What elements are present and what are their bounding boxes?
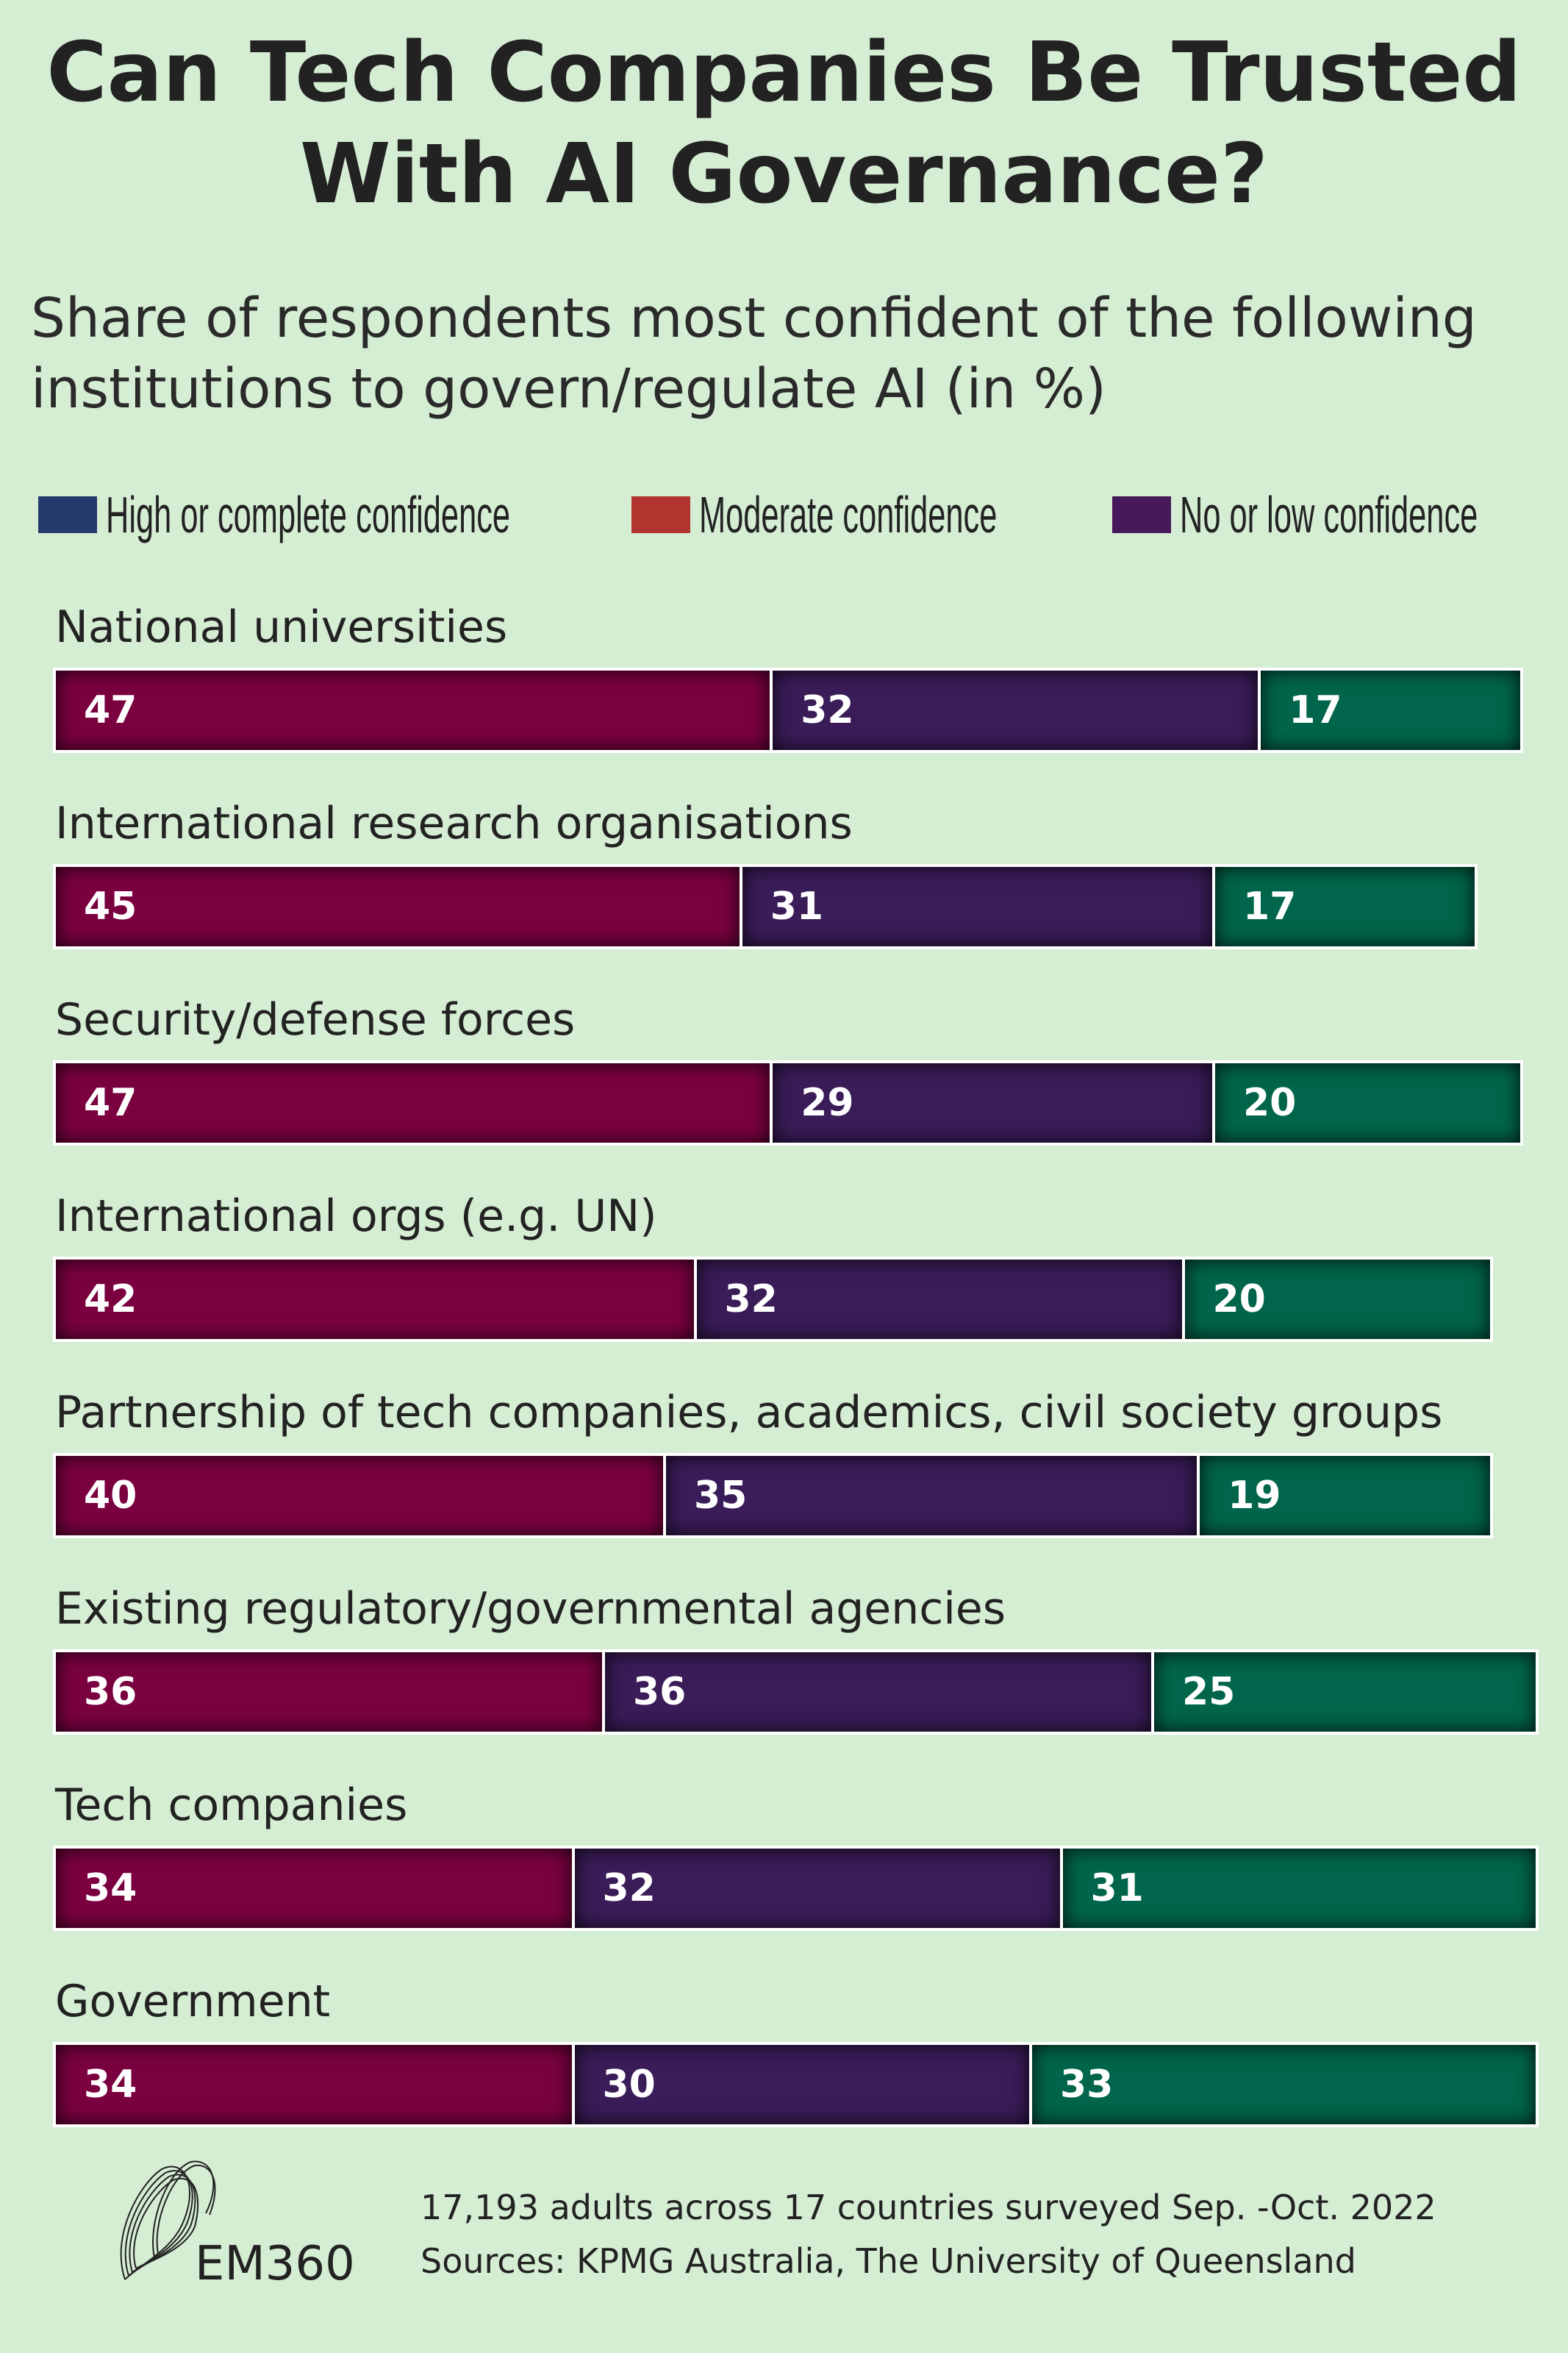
legend-swatch <box>38 496 97 533</box>
category-label: Existing regulatory/governmental agencie… <box>55 1583 1006 1635</box>
data-label: 36 <box>633 1670 687 1714</box>
bar-segment: 30 <box>574 2045 1029 2124</box>
bar-segment: 20 <box>1184 1260 1490 1339</box>
data-label: 20 <box>1212 1277 1266 1321</box>
data-label: 35 <box>694 1474 748 1518</box>
sources-note: Sources: KPMG Australia, The University … <box>420 2241 1356 2281</box>
data-label: 20 <box>1243 1081 1297 1125</box>
data-label: 30 <box>602 2063 656 2107</box>
bar-segment: 34 <box>56 2045 572 2124</box>
data-label: 42 <box>84 1277 137 1321</box>
stacked-bar: 47 32 17 <box>53 668 1523 753</box>
stacked-bar: 34 32 31 <box>53 1846 1539 1931</box>
category-label: Tech companies <box>55 1779 408 1831</box>
legend-label: High or complete confidence <box>106 486 511 543</box>
em360-logo: EM360 <box>110 2154 375 2304</box>
logo-text: EM360 <box>195 2237 355 2291</box>
data-label: 47 <box>84 1081 137 1125</box>
bar-segment: 17 <box>1215 867 1475 946</box>
category-label: International research organisations <box>55 798 853 849</box>
data-label: 32 <box>602 1866 656 1910</box>
legend-label: Moderate confidence <box>699 486 998 543</box>
stacked-bar: 42 32 20 <box>53 1257 1493 1342</box>
stacked-bar: 45 31 17 <box>53 864 1478 949</box>
bar-segment: 17 <box>1261 671 1520 750</box>
legend-item-low: No or low confidence <box>1111 485 1492 544</box>
bar-segment: 36 <box>605 1652 1151 1732</box>
data-label: 33 <box>1060 2063 1114 2107</box>
bar-segment: 47 <box>56 1063 770 1143</box>
bar-segment: 33 <box>1032 2045 1536 2124</box>
bar-segment: 20 <box>1215 1063 1520 1143</box>
bar-segment: 40 <box>56 1456 663 1535</box>
bar-segment: 34 <box>56 1849 572 1928</box>
bar-segment: 32 <box>574 1849 1060 1928</box>
legend-label: No or low confidence <box>1179 486 1478 543</box>
category-label: Government <box>55 1976 331 2027</box>
bar-segment: 25 <box>1154 1652 1536 1732</box>
bar-segment: 19 <box>1200 1456 1490 1535</box>
data-label: 17 <box>1289 688 1342 732</box>
bar-segment: 29 <box>773 1063 1212 1143</box>
legend-item-high: High or complete confidence <box>38 485 589 544</box>
category-label: National universities <box>55 601 508 653</box>
category-label: International orgs (e.g. UN) <box>55 1190 657 1242</box>
survey-note: 17,193 adults across 17 countries survey… <box>420 2188 1436 2227</box>
data-label: 25 <box>1182 1670 1236 1714</box>
chart-subtitle: Share of respondents most confident of t… <box>31 287 1477 421</box>
chart-title: Can Tech Companies Be Trusted With AI Go… <box>0 22 1568 225</box>
data-label: 19 <box>1228 1474 1281 1518</box>
bar-segment: 45 <box>56 867 740 946</box>
logo-icon: EM360 <box>120 2160 355 2291</box>
data-label: 31 <box>1090 1866 1144 1910</box>
chart-title-text: Can Tech Companies Be Trusted With AI Go… <box>46 25 1522 222</box>
bar-segment: 31 <box>1062 1849 1536 1928</box>
stacked-bar: 47 29 20 <box>53 1060 1523 1146</box>
bar-segment: 35 <box>666 1456 1198 1535</box>
data-label: 47 <box>84 688 137 732</box>
legend: High or complete confidence Moderate con… <box>38 486 1534 543</box>
bar-segment: 42 <box>56 1260 694 1339</box>
legend-swatch <box>1111 496 1171 533</box>
bar-segment: 47 <box>56 671 770 750</box>
data-label: 17 <box>1243 885 1297 929</box>
bar-segment: 36 <box>56 1652 602 1732</box>
bar-segment: 32 <box>696 1260 1182 1339</box>
data-label: 36 <box>84 1670 137 1714</box>
data-label: 34 <box>84 2063 137 2107</box>
legend-item-moderate: Moderate confidence <box>631 485 1070 544</box>
stacked-bar: 34 30 33 <box>53 2042 1539 2127</box>
legend-swatch <box>631 496 691 533</box>
data-label: 45 <box>84 885 137 929</box>
data-label: 29 <box>801 1081 854 1125</box>
data-label: 40 <box>84 1474 137 1518</box>
stacked-bar: 36 36 25 <box>53 1649 1539 1735</box>
stacked-bar: 40 35 19 <box>53 1453 1493 1538</box>
bar-segment: 32 <box>773 671 1259 750</box>
category-label: Security/defense forces <box>55 994 576 1046</box>
data-label: 32 <box>801 688 854 732</box>
data-label: 34 <box>84 1866 137 1910</box>
category-label: Partnership of tech companies, academics… <box>55 1387 1443 1438</box>
bar-segment: 31 <box>742 867 1212 946</box>
data-label: 31 <box>770 885 824 929</box>
data-label: 32 <box>724 1277 778 1321</box>
